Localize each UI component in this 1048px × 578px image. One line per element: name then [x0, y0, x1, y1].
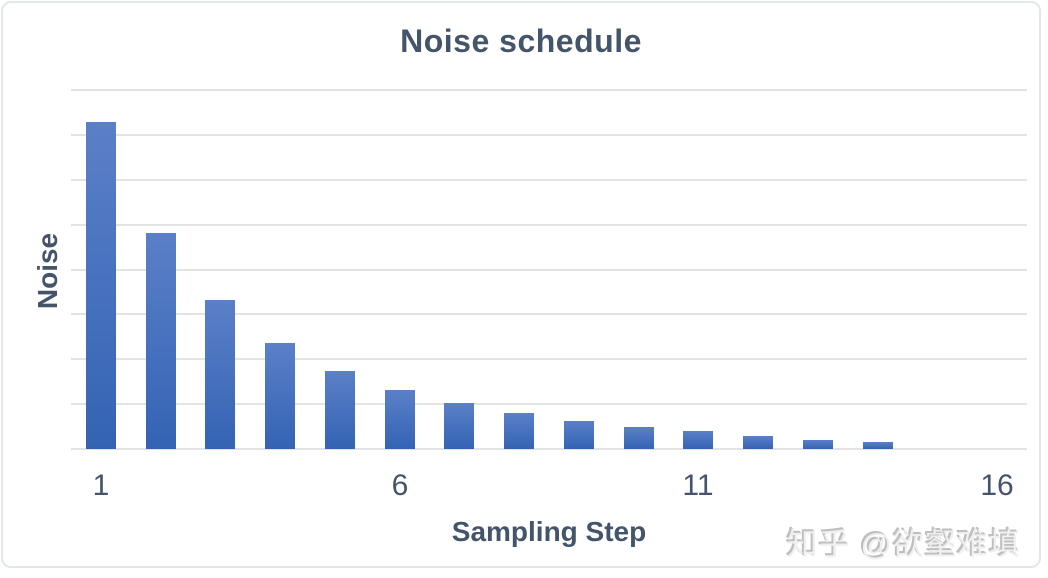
x-tick-label-1: 1 — [92, 469, 110, 502]
x-tick-label-6: 6 — [391, 469, 409, 502]
bar-step-13 — [803, 440, 833, 449]
bar-step-7 — [444, 403, 474, 449]
x-tick-label-11: 11 — [682, 469, 714, 502]
chart-card: Noise schedule 1 6 11 16 Noise Sampling Ste… — [1, 1, 1041, 568]
plot-area: 1 6 11 16 — [3, 3, 1047, 574]
bar-step-3 — [205, 300, 235, 449]
x-axis-title: Sampling Step — [451, 516, 647, 547]
x-tick-label-16: 16 — [980, 469, 1014, 502]
gridline — [71, 178, 1027, 181]
bar-step-4 — [265, 343, 295, 449]
bar-step-14 — [863, 442, 893, 449]
gridline — [71, 89, 1027, 91]
bar-step-5 — [325, 371, 355, 449]
gridline — [71, 268, 1027, 271]
zhihu-watermark: 知乎 @欲壑难填 — [786, 527, 1021, 562]
chart-title: Noise schedule — [400, 23, 642, 59]
bar-step-1 — [86, 122, 116, 449]
bar-step-10 — [624, 427, 654, 449]
bar-step-9 — [564, 421, 594, 449]
bar-step-2 — [146, 233, 176, 449]
bar-step-8 — [504, 413, 534, 449]
gridline — [71, 133, 1027, 136]
bar-step-6 — [385, 390, 415, 449]
y-axis-title: Noise — [32, 232, 63, 310]
gridline — [71, 223, 1027, 226]
bar-step-11 — [683, 431, 713, 449]
bar-step-12 — [743, 436, 773, 449]
